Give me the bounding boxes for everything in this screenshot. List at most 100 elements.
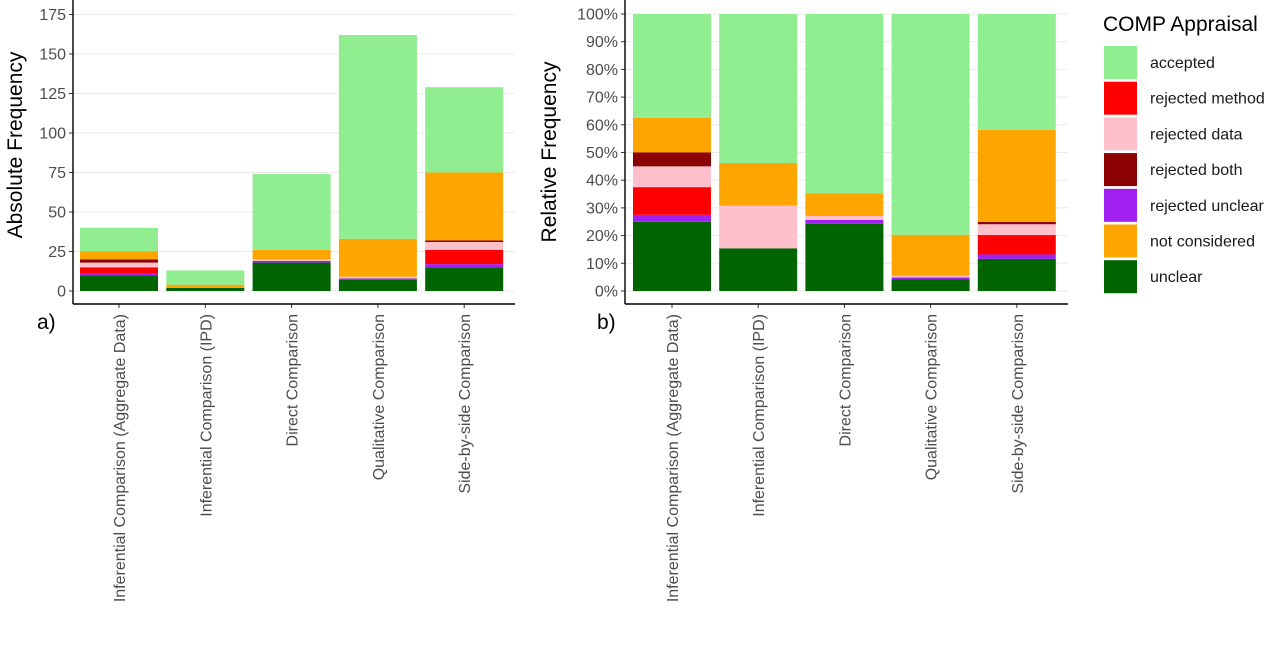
bar-segment-unclear [338,279,417,291]
bar-segment-rejected-unclear [425,264,504,268]
bar-segment-accepted [891,14,970,235]
legend-swatch [1104,224,1137,258]
legend-swatch [1104,46,1137,79]
y-tick-label: 90% [586,34,618,51]
x-tick-label: Direct Comparison [837,314,854,446]
x-tick-label: Inferential Comparison (Aggregate Data) [112,314,129,602]
legend-swatch [1104,153,1137,187]
x-tick-label: Side-by-side Comparison [457,314,474,494]
y-tick-label: 70% [586,90,618,107]
bar-segment-rejected-unclear [891,277,970,280]
legend-item-label: rejected method [1150,91,1265,108]
y-tick-label: 75 [48,165,66,182]
x-tick-label: Inferential Comparison (IPD) [198,314,215,517]
bar-segment-rejected-data [719,205,798,249]
legend-item-label: accepted [1150,55,1215,72]
bar-segment-rejected-unclear [977,254,1056,259]
x-tick-label: Qualitative Comparison [924,314,941,480]
bar-segment-rejected-method [80,267,158,274]
bar-segment-rejected-both [977,222,1056,225]
bar-segment-rejected-method [633,187,711,215]
y-tick-label: 150 [39,47,66,64]
bar-segment-accepted [252,174,331,250]
y-tick-label: 25 [48,244,66,261]
bar-segment-rejected-both [633,152,711,167]
bar-segment-rejected-data [425,242,504,250]
bar-segment-not-considered [166,284,245,288]
bar-segment-not-considered [805,193,884,216]
bar-segment-rejected-both [80,259,158,263]
legend-title: COMP Appraisal [1103,13,1258,36]
bar-segment-unclear [719,248,798,291]
bar-segment-rejected-unclear [338,278,417,280]
bar-segment-accepted [977,14,1056,130]
bar-segment-accepted [633,14,711,118]
legend-item-label: unclear [1150,269,1203,286]
bar-segment-accepted [338,35,417,239]
bar-segment-rejected-unclear [80,273,158,276]
y-tick-label: 50% [586,145,618,162]
x-tick-label: Inferential Comparison (Aggregate Data) [665,314,682,602]
y-tick-label: 80% [586,62,618,79]
legend-item-label: rejected unclear [1150,198,1265,215]
legend-swatch [1104,188,1137,222]
y-tick-label: 20% [586,228,618,245]
panel-label: a) [37,311,56,334]
y-axis-title: Absolute Frequency [4,51,27,238]
legend-item-label: not considered [1150,234,1255,251]
bar-segment-unclear [891,279,970,291]
y-tick-label: 0 [57,284,66,301]
bar-segment-accepted [80,227,158,252]
bar-segment-accepted [425,87,504,173]
y-tick-label: 125 [39,86,66,103]
y-tick-label: 60% [586,117,618,134]
bar-segment-rejected-unclear [805,219,884,224]
x-tick-label: Qualitative Comparison [371,314,388,480]
y-tick-label: 100 [39,126,66,143]
y-tick-label: 30% [586,200,618,217]
bar-segment-not-considered [338,238,417,277]
bar-segment-accepted [166,270,245,285]
bar-segment-unclear [805,223,884,291]
bar-segment-unclear [166,287,245,291]
bar-segment-not-considered [891,234,970,276]
bar-segment-rejected-data [977,224,1056,236]
bar-segment-unclear [977,258,1056,291]
legend-item-label: rejected data [1150,126,1243,143]
y-tick-label: 10% [586,256,618,273]
bar-segment-rejected-method [425,249,504,265]
legend-swatch [1104,260,1137,294]
legend: COMP Appraisal accepted rejected method rej… [1103,13,1265,294]
x-tick-label: Side-by-side Comparison [1010,314,1027,494]
y-tick-label: 100% [577,7,618,24]
panel-label: b) [597,311,616,334]
bar-segment-unclear [633,221,711,291]
y-axis-title: Relative Frequency [538,61,561,242]
panel-b-relative-frequency: 0% 10% 20% 30% 40% 50% 60% 70% 80% 90% 100% Inferen… [538,0,1068,602]
y-tick-label: 175 [39,7,66,24]
bar-segment-accepted [719,14,798,164]
bar-segment-unclear [425,267,504,291]
bar-segment-not-considered [425,172,504,241]
bar-segment-rejected-data [80,262,158,268]
y-tick-label: 0% [595,284,618,301]
bar-segment-unclear [80,275,158,291]
bar-segment-not-considered [977,129,1056,223]
bar-segment-not-considered [252,249,331,260]
bar-segment-rejected-data [252,259,331,261]
bar-segment-rejected-data [891,275,970,278]
x-tick-label: Direct Comparison [285,314,302,446]
bar-segment-rejected-data [805,215,884,220]
legend-swatch [1104,117,1137,151]
y-tick-label: 40% [586,173,618,190]
panel-a-absolute-frequency: 0 25 50 75 100 125 150 175 Inferential Compariso… [4,0,515,602]
legend-item-label: rejected both [1150,162,1243,179]
bar-segment-rejected-unclear [633,214,711,222]
bar-segment-rejected-data [338,276,417,279]
legend-swatch [1104,81,1137,115]
bar-segment-not-considered [80,251,158,260]
bar-segment-not-considered [719,163,798,206]
bar-segment-rejected-data [633,166,711,188]
bar-segment-not-considered [633,117,711,153]
